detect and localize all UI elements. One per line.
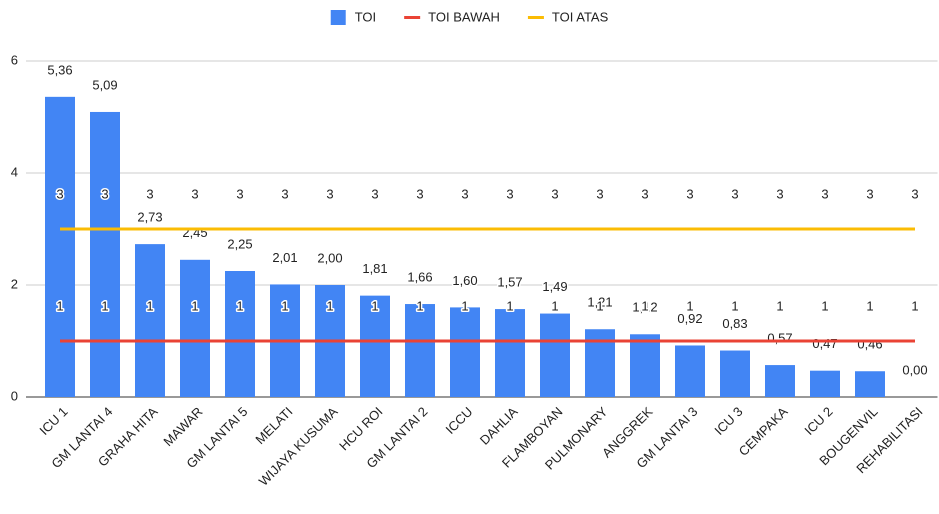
line-value-label: 3: [911, 186, 918, 201]
bar-value-label: 2,73: [137, 210, 162, 225]
line-value-label: 1: [281, 298, 288, 313]
bar-value-label: 0,92: [677, 311, 702, 326]
bar-value-label: 2,45: [182, 225, 207, 240]
line-value-label: 1: [506, 298, 513, 313]
legend-label: TOI ATAS: [552, 9, 609, 24]
bar: [855, 371, 885, 397]
bar: [630, 334, 660, 397]
bar: [585, 329, 615, 397]
y-tick-label: 0: [11, 388, 18, 403]
bar-value-label: 1,12: [632, 300, 657, 315]
line-value-label: 1: [776, 298, 783, 313]
line-value-label: 3: [506, 186, 513, 201]
line-value-label: 3: [686, 186, 693, 201]
line-value-label: 3: [146, 186, 153, 201]
bar-value-label: 2,25: [227, 236, 252, 251]
line-value-label: 3: [326, 186, 333, 201]
line-value-label: 3: [821, 186, 828, 201]
bar: [405, 304, 435, 397]
line-value-label: 3: [101, 186, 108, 201]
line-value-label: 3: [416, 186, 423, 201]
line-value-label: 3: [866, 186, 873, 201]
line-value-label: 1: [146, 298, 153, 313]
line-value-label: 3: [731, 186, 738, 201]
line-value-label: 1: [416, 298, 423, 313]
x-tick-label: CEMPAKA: [736, 404, 791, 459]
line-value-label: 3: [641, 186, 648, 201]
x-tick-label: DAHLIA: [477, 404, 521, 448]
x-tick-label: WIJAYA KUSUMA: [256, 404, 341, 489]
bar: [810, 370, 840, 397]
x-tick-label: ICU 2: [801, 404, 835, 438]
line-value-label: 1: [641, 298, 648, 313]
line-value-label: 3: [461, 186, 468, 201]
bar: [90, 111, 120, 398]
legend-symbol: [527, 16, 544, 19]
bar-value-label: 5,09: [92, 77, 117, 92]
bar-value-label: 0,00: [902, 362, 927, 377]
line-value-label: 1: [596, 298, 603, 313]
bar-value-label: 0,83: [722, 316, 747, 331]
legend-label: TOI: [355, 9, 376, 24]
y-tick-label: 4: [11, 164, 18, 179]
bar-value-label: 1,57: [497, 275, 522, 290]
bar-value-label: 2,01: [272, 250, 297, 265]
bar: [765, 365, 795, 397]
bar-value-label: 1,21: [587, 295, 612, 310]
bar: [45, 96, 75, 397]
y-tick-label: 2: [11, 276, 18, 291]
bar-value-label: 0,57: [767, 331, 792, 346]
bar-value-label: 1,81: [362, 261, 387, 276]
x-tick-label: ICU 3: [711, 404, 745, 438]
line-value-label: 3: [281, 186, 288, 201]
bar: [135, 244, 165, 397]
bar-value-label: 2,00: [317, 250, 342, 265]
legend-symbol: [330, 10, 346, 25]
line-value-label: 1: [551, 298, 558, 313]
x-tick-label: MAWAR: [160, 404, 205, 449]
line-value-label: 1: [101, 298, 108, 313]
line-value-label: 1: [866, 298, 873, 313]
legend-label: TOI BAWAH: [428, 9, 500, 24]
bar-value-label: 5,36: [47, 62, 72, 77]
bar-value-label: 1,66: [407, 269, 432, 284]
bar: [495, 309, 525, 397]
bar: [540, 313, 570, 397]
x-tick-label: MELATI: [252, 404, 295, 447]
line-value-label: 1: [371, 298, 378, 313]
line-value-label: 1: [911, 298, 918, 313]
legend-symbol: [404, 16, 421, 19]
y-tick-label: 6: [11, 52, 18, 67]
bar: [720, 350, 750, 397]
line-value-label: 1: [191, 298, 198, 313]
line-value-label: 1: [461, 298, 468, 313]
line-value-label: 3: [596, 186, 603, 201]
legend: TOI TOI BAWAH TOI ATAS: [330, 9, 609, 25]
bar: [360, 295, 390, 397]
line-value-label: 1: [56, 298, 63, 313]
bar-value-label: 0,47: [812, 336, 837, 351]
line-value-label: 3: [371, 186, 378, 201]
bar: [450, 307, 480, 397]
line-value-label: 3: [236, 186, 243, 201]
line-value-label: 3: [551, 186, 558, 201]
bar: [675, 345, 705, 397]
bar-value-label: 0,46: [857, 337, 882, 352]
bar: [225, 271, 255, 397]
bar: [180, 259, 210, 397]
x-tick-label: ICCU: [442, 404, 475, 437]
bar-value-label: 1,60: [452, 273, 477, 288]
line-value-label: 1: [236, 298, 243, 313]
line-value-label: 3: [776, 186, 783, 201]
line-value-label: 3: [56, 186, 63, 201]
line-value-label: 1: [686, 298, 693, 313]
line-value-label: 3: [191, 186, 198, 201]
bar-value-label: 1,49: [542, 279, 567, 294]
line-value-label: 1: [731, 298, 738, 313]
line-value-label: 1: [821, 298, 828, 313]
x-tick-label: ICU 1: [36, 404, 70, 438]
line-value-label: 1: [326, 298, 333, 313]
